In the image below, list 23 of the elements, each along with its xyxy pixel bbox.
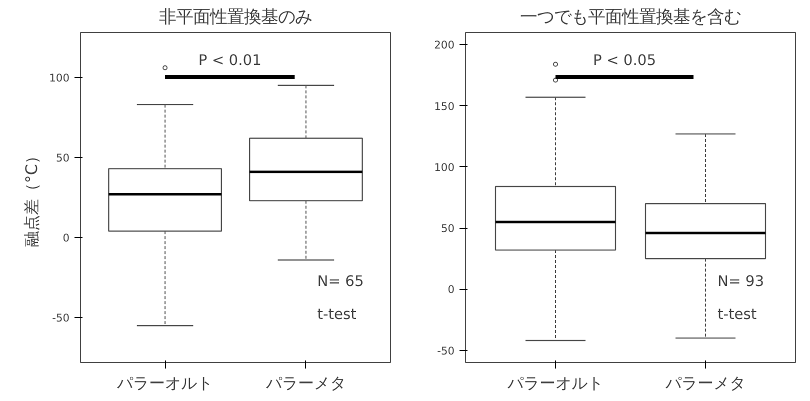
y-tick-label: 100 bbox=[434, 160, 455, 174]
annotation: N= 93 bbox=[718, 272, 764, 290]
y-tick-label: 50 bbox=[440, 222, 455, 236]
y-tick-label: 50 bbox=[56, 151, 70, 164]
annotation: N= 65 bbox=[317, 272, 364, 290]
chart-title: 非平面性置換基のみ bbox=[159, 8, 312, 28]
x-tick-label: パラーメタ bbox=[664, 374, 746, 392]
y-axis-title: 融点差（°C） bbox=[22, 148, 42, 248]
annotation: t-test bbox=[317, 306, 357, 323]
y-tick-label: 150 bbox=[434, 100, 455, 113]
y-tick-label: 0 bbox=[62, 232, 70, 245]
x-tick-label: パラーオルト bbox=[116, 374, 214, 392]
annotation: t-test bbox=[718, 306, 757, 323]
y-tick-label: 100 bbox=[49, 71, 70, 84]
y-tick-label: -50 bbox=[437, 344, 455, 358]
x-tick-label: パラーメタ bbox=[264, 374, 346, 392]
annotation: P < 0.01 bbox=[198, 52, 262, 69]
y-tick-label: 200 bbox=[434, 38, 455, 52]
y-tick-label: 0 bbox=[448, 283, 455, 296]
y-tick-label: -50 bbox=[52, 312, 70, 325]
annotation: P < 0.05 bbox=[592, 52, 656, 69]
chart-title: 一つでも平面性置換基を含む bbox=[520, 8, 741, 28]
x-tick-label: パラーオルト bbox=[506, 374, 604, 392]
